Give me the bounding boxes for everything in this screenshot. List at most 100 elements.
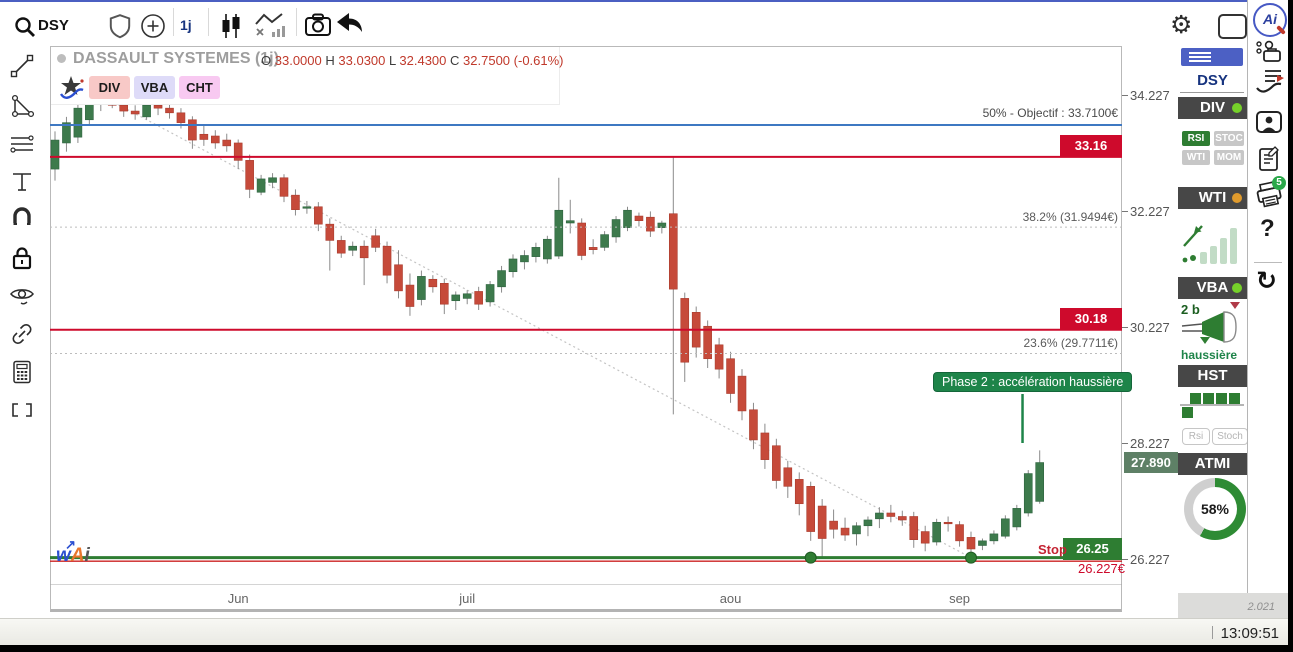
text-tool-icon[interactable]: [9, 169, 35, 195]
undo-arrow-icon[interactable]: [334, 11, 364, 37]
magnet-tool-icon[interactable]: [9, 207, 35, 233]
shape-tool-icon[interactable]: [9, 93, 35, 119]
notes-document-icon[interactable]: [1255, 145, 1283, 173]
candle-body: [817, 505, 827, 539]
vba-signal-label: 2 b: [1181, 302, 1200, 317]
y-tick: [1122, 327, 1128, 328]
watchlist-shield-icon[interactable]: [108, 13, 132, 39]
fax-news-icon[interactable]: [1255, 180, 1285, 208]
maximize-window-icon[interactable]: [1218, 14, 1247, 39]
lock-tool-icon[interactable]: [9, 245, 35, 271]
candle-body: [371, 235, 380, 248]
ai-logo[interactable]: Ai: [1253, 3, 1287, 37]
webinar-icon[interactable]: [1255, 110, 1283, 136]
candle-body: [726, 358, 735, 394]
indicator-sidebar: DSY DIV RSI STOC WTI MOM WTI VBA 2 b: [1178, 46, 1248, 591]
cht-indicator-button[interactable]: CHT: [179, 76, 220, 99]
toolbar-divider: [173, 8, 174, 36]
candle-body: [886, 512, 896, 517]
instrument-timeframe: (1j): [254, 50, 279, 67]
fib-50-objective-label[interactable]: 50% - Objectif : 33.7100€: [982, 106, 1118, 120]
candle-body: [543, 238, 552, 260]
candle-body: [703, 325, 712, 360]
candle-body: [989, 533, 999, 542]
y-tick: [1122, 443, 1128, 444]
div-indicator-button[interactable]: DIV: [89, 76, 130, 99]
hide-drawings-eye-icon[interactable]: [9, 283, 35, 309]
candle-body: [130, 110, 140, 115]
hst-histogram-widget: [1180, 393, 1244, 418]
screenshot-camera-icon[interactable]: [304, 12, 332, 38]
link-tool-icon[interactable]: [9, 321, 35, 347]
candle-body: [291, 194, 300, 210]
candle-body: [909, 516, 919, 540]
candle-body: [1012, 508, 1022, 528]
candle-body: [302, 206, 312, 209]
timeframe-button[interactable]: 1j: [180, 17, 192, 33]
measure-brackets-tool-icon[interactable]: [9, 397, 35, 423]
rail-divider: [1254, 262, 1282, 263]
statusbar-divider: [1212, 626, 1213, 639]
fib-382-label[interactable]: 38.2% (31.9494€): [1022, 210, 1118, 224]
rsi-badge[interactable]: RSI: [1182, 131, 1210, 146]
candle-body: [920, 531, 930, 544]
candle-body: [485, 284, 495, 303]
x-tick-label: sep: [949, 591, 971, 606]
stop-label: Stop: [1038, 542, 1067, 557]
notification-badge: 5: [1272, 176, 1286, 190]
vba-indicator-button[interactable]: VBA: [134, 76, 175, 99]
settings-gear-icon[interactable]: ⚙: [1170, 10, 1193, 39]
y-tick-label: 30.227: [1130, 320, 1170, 335]
phase2-annotation[interactable]: Phase 2 : accélération haussière: [933, 372, 1133, 392]
app-version: 2.021: [1247, 601, 1275, 613]
refresh-icon[interactable]: ↻: [1256, 266, 1277, 295]
contacts-icon[interactable]: [1255, 38, 1283, 64]
stop-marker-dot: [804, 551, 817, 564]
candle-body: [417, 276, 426, 300]
candle-body: [783, 467, 793, 487]
help-icon[interactable]: ?: [1260, 215, 1275, 242]
candle-body: [142, 104, 151, 118]
x-tick-label: aou: [719, 591, 742, 606]
trendline-tool-icon[interactable]: [9, 53, 35, 79]
instrument-title: DASSAULT SYSTEMES (1j): [73, 50, 279, 68]
symbol-label[interactable]: DSY: [38, 17, 69, 34]
candle-body: [508, 258, 518, 273]
candle-body: [474, 291, 483, 305]
search-icon[interactable]: [13, 15, 37, 39]
div-section-header[interactable]: DIV: [1178, 97, 1247, 119]
x-tick-label: juil: [459, 591, 476, 606]
add-symbol-icon[interactable]: [140, 13, 166, 39]
wti-section-header[interactable]: WTI: [1178, 187, 1247, 209]
atmi-section-header[interactable]: ATMI: [1178, 453, 1247, 475]
strategy-compass-icon[interactable]: [57, 74, 85, 102]
candle-body: [325, 223, 335, 241]
indicator-chart-icon[interactable]: [252, 11, 292, 39]
sidebar-symbol: DSY: [1197, 72, 1228, 89]
candle-body: [806, 486, 816, 532]
sidebar-menu-button[interactable]: [1181, 48, 1243, 66]
horizontal-lines-tool-icon[interactable]: [9, 131, 35, 157]
support-price-badge[interactable]: 30.18: [1060, 308, 1122, 330]
vba-down-marker: [1230, 302, 1240, 309]
candle-body: [314, 206, 323, 225]
wai-logo: ↗ wAi: [56, 537, 90, 566]
hst-section-header[interactable]: HST: [1178, 365, 1247, 387]
candle-body: [955, 524, 964, 542]
stoc-badge[interactable]: STOC: [1214, 131, 1244, 146]
calculator-tool-icon[interactable]: [9, 359, 35, 385]
resistance-price-badge[interactable]: 33.16: [1060, 135, 1122, 157]
stoch-toggle-button[interactable]: Stoch: [1212, 428, 1248, 445]
watchlist-swoosh-icon[interactable]: [1255, 66, 1285, 96]
rsi-toggle-button[interactable]: Rsi: [1182, 428, 1210, 445]
vba-section-header[interactable]: VBA: [1178, 277, 1247, 299]
candle-body: [439, 283, 449, 305]
wti-badge[interactable]: WTI: [1182, 150, 1210, 165]
candlestick-style-icon[interactable]: [218, 12, 244, 40]
mom-badge[interactable]: MOM: [1214, 150, 1244, 165]
y-tick-label: 32.227: [1130, 204, 1170, 219]
candlestick-chart[interactable]: [50, 46, 1122, 585]
fib-236-label[interactable]: 23.6% (29.7711€): [1023, 336, 1118, 350]
stop-price-badge[interactable]: 26.25: [1063, 538, 1122, 560]
